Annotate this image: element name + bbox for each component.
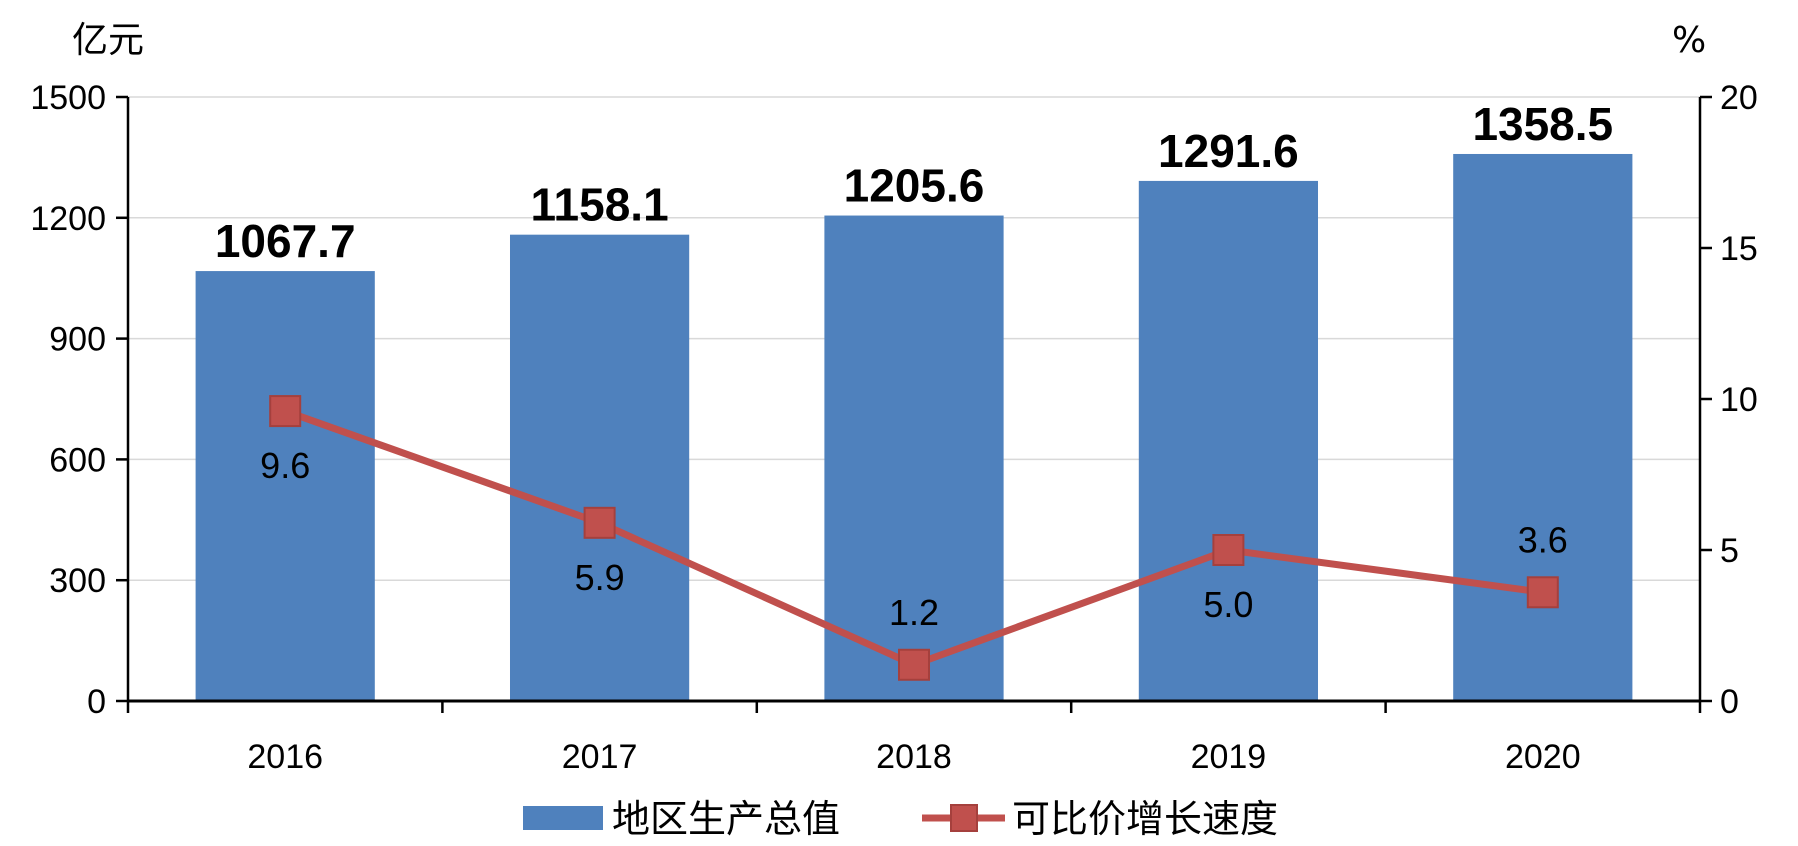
- bar: [824, 215, 1004, 702]
- legend: 地区生产总值 可比价增长速度: [523, 797, 1278, 841]
- left-axis-tick-label: 1200: [30, 200, 106, 238]
- right-axis-tick-label: 15: [1720, 230, 1758, 268]
- line-marker: [1212, 534, 1245, 566]
- line-series: [269, 395, 1559, 681]
- line-marker: [269, 395, 302, 428]
- x-axis-tick-label: 2018: [876, 738, 952, 776]
- bar-value-label: 1291.6: [1158, 125, 1299, 177]
- left-axis-tick-label: 900: [49, 321, 106, 359]
- bar-value-label: 1067.7: [215, 215, 356, 267]
- x-axis-tick-label: 2020: [1505, 738, 1581, 776]
- left-axis-tick-label: 1500: [30, 79, 106, 117]
- bar-value-label: 1205.6: [844, 160, 985, 212]
- line-value-label: 5.0: [1203, 584, 1253, 625]
- line-value-label: 9.6: [260, 445, 310, 486]
- right-axis-tick-label: 5: [1720, 532, 1739, 570]
- right-axis-unit: %: [1672, 20, 1706, 61]
- bar-series: [195, 153, 1633, 702]
- left-axis-tick-label: 300: [49, 562, 106, 600]
- bar: [1138, 180, 1319, 702]
- right-axis-tick-label: 20: [1720, 79, 1758, 117]
- bar: [195, 271, 375, 701]
- legend-bar-label: 地区生产总值: [612, 797, 840, 841]
- legend-line-label: 可比价增长速度: [1012, 797, 1278, 841]
- x-axis-tick-label: 2017: [562, 738, 638, 776]
- bar: [1453, 153, 1633, 701]
- axes: 0 300 600 900 1200 1500 0 5 10 15 20 2016 2017 2018 20…: [30, 79, 1757, 776]
- line-marker: [583, 506, 616, 539]
- left-axis-tick-label: 600: [49, 441, 106, 479]
- left-axis-tick-label: 0: [87, 683, 106, 721]
- bar-value-label: 1158.1: [531, 179, 669, 231]
- line-value-label: 1.2: [889, 592, 939, 633]
- line-marker: [898, 648, 930, 681]
- line-marker: [1526, 576, 1559, 609]
- left-axis-unit: 亿元: [72, 20, 144, 61]
- right-axis-tick-label: 0: [1720, 683, 1739, 721]
- legend-bar-swatch: [523, 806, 603, 830]
- data-labels: 1067.7 1158.1 1205.6 1291.6 1358.5 9.6 5.9 1.2 5…: [215, 98, 1613, 633]
- bar-value-label: 1358.5: [1472, 98, 1613, 150]
- line-value-label: 3.6: [1518, 519, 1568, 560]
- legend-line-marker: [950, 804, 978, 832]
- bar: [509, 234, 690, 701]
- x-axis-tick-label: 2019: [1191, 738, 1267, 776]
- right-axis-tick-label: 10: [1720, 381, 1758, 419]
- line-value-label: 5.9: [575, 557, 625, 598]
- x-axis-tick-label: 2016: [247, 738, 323, 776]
